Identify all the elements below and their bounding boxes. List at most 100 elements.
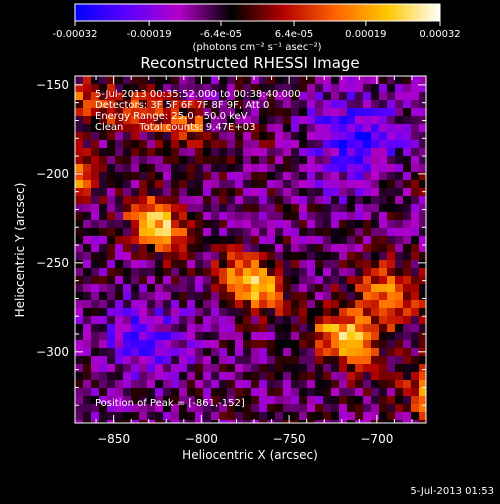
heatmap-cell [203,268,211,276]
heatmap-cell [267,300,275,308]
heatmap-cell [99,188,107,196]
heatmap-cell [243,204,251,212]
heatmap-cell [307,148,315,156]
heatmap-cell [283,348,291,356]
heatmap-cell [155,140,163,148]
heatmap-cell [171,348,179,356]
heatmap-cell [299,340,307,348]
heatmap-cell [83,388,91,396]
heatmap-cell [211,332,219,340]
heatmap-cell [363,276,371,284]
heatmap-cell [91,300,99,308]
heatmap-cell [147,140,155,148]
heatmap-cell [355,100,363,108]
heatmap-cell [395,356,403,364]
heatmap-cell [83,108,91,116]
heatmap-cell [323,140,331,148]
heatmap-cell [203,156,211,164]
heatmap-cell [363,204,371,212]
heatmap-cell [179,164,187,172]
heatmap-cell [235,276,243,284]
heatmap-cell [211,260,219,268]
heatmap-cell [171,76,179,84]
heatmap-cell [211,244,219,252]
heatmap-cell [195,172,203,180]
heatmap-cell [331,228,339,236]
heatmap-cell [355,220,363,228]
heatmap-cell [323,252,331,260]
heatmap-cell [227,92,235,100]
heatmap-cell [211,92,219,100]
heatmap-cell [107,212,115,220]
heatmap-cell [107,228,115,236]
heatmap-cell [211,84,219,92]
heatmap-cell [299,84,307,92]
heatmap-cell [139,340,147,348]
heatmap-cell [283,292,291,300]
heatmap-cell [99,236,107,244]
heatmap-cell [355,324,363,332]
heatmap-cell [283,108,291,116]
heatmap-cell [195,204,203,212]
heatmap-cell [283,244,291,252]
heatmap-cell [339,132,347,140]
heatmap-cell [163,84,171,92]
heatmap-cell [139,220,147,228]
heatmap-cell [347,404,355,412]
heatmap-cell [419,260,426,268]
heatmap-cell [99,356,107,364]
heatmap-cell [75,396,83,404]
heatmap-cell [243,84,251,92]
heatmap-cell [291,156,299,164]
heatmap-cell [171,220,179,228]
heatmap-cell [155,108,163,116]
heatmap-cell [219,188,227,196]
heatmap-cell [123,84,131,92]
heatmap-cell [123,108,131,116]
heatmap-cell [139,100,147,108]
heatmap-cell [395,84,403,92]
heatmap-cell [115,284,123,292]
heatmap-cell [211,124,219,132]
heatmap-cell [267,92,275,100]
heatmap-cell [211,204,219,212]
colorbar-tick-label: 6.4e-05 [275,29,313,40]
heatmap-cell [275,244,283,252]
heatmap-cell [99,180,107,188]
heatmap-cell [403,132,411,140]
heatmap-cell [363,356,371,364]
heatmap-cell [419,164,426,172]
heatmap-cell [99,124,107,132]
heatmap-cell [211,148,219,156]
heatmap-cell [123,164,131,172]
heatmap-cell [139,420,147,423]
heatmap-cell [283,156,291,164]
heatmap-cell [203,388,211,396]
heatmap-cell [203,188,211,196]
heatmap-cell [251,268,259,276]
heatmap-cell [75,372,83,380]
heatmap-cell [403,108,411,116]
heatmap-cell [211,316,219,324]
heatmap-cell [291,172,299,180]
heatmap-cell [179,124,187,132]
heatmap-cell [179,404,187,412]
heatmap-cell [131,356,139,364]
heatmap-cell [243,180,251,188]
heatmap-cell [339,308,347,316]
heatmap-cell [107,364,115,372]
heatmap-cell [315,164,323,172]
heatmap-cell [323,356,331,364]
heatmap-cell [123,148,131,156]
heatmap-cell [235,76,243,84]
heatmap-cell [267,404,275,412]
heatmap-cell [379,108,387,116]
heatmap-cell [195,156,203,164]
heatmap-cell [355,364,363,372]
heatmap-cell [235,348,243,356]
heatmap-cell [307,316,315,324]
colorbar-tick-label: -0.00032 [53,29,98,40]
heatmap-cell [315,260,323,268]
heatmap-cell [227,276,235,284]
heatmap-cell [139,212,147,220]
